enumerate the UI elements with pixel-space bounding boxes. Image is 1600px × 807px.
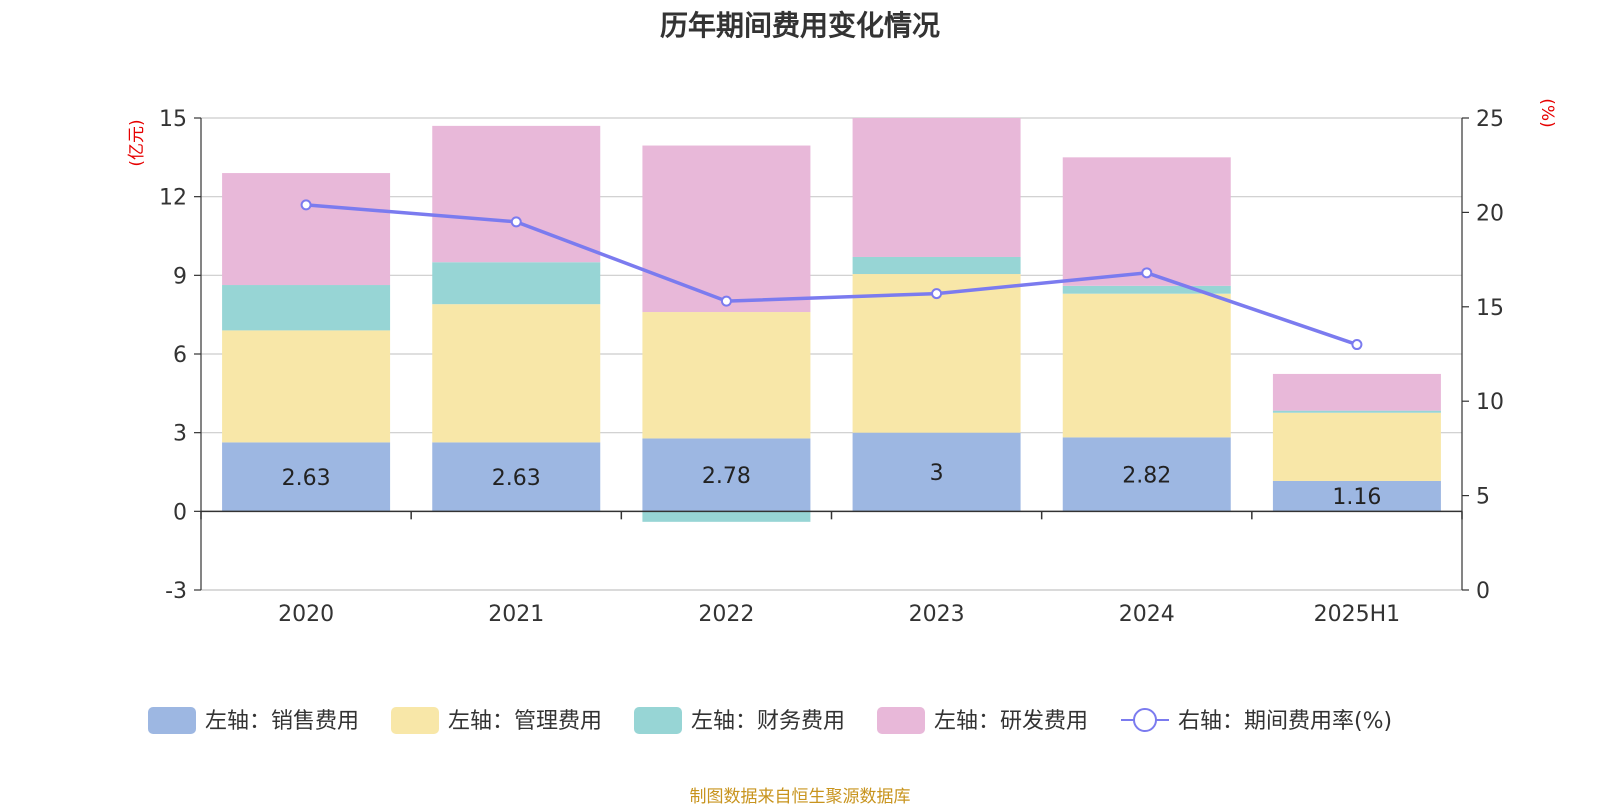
legend-label-series-1: 左轴：销售费用 bbox=[205, 709, 359, 734]
data-labels: 2.63 2.63 2.78 3 2.82 1.16 bbox=[282, 461, 1382, 510]
bar-2024-series-3 bbox=[1062, 285, 1231, 294]
rate-line-layer bbox=[300, 199, 1363, 351]
left-tick-label: 15 bbox=[159, 107, 187, 132]
bar-2020-series-2 bbox=[222, 330, 391, 443]
left-tick-label: 6 bbox=[173, 343, 187, 368]
left-tick-label: 12 bbox=[159, 186, 187, 211]
bar-layer bbox=[222, 118, 1441, 522]
bar-2020-series-4 bbox=[222, 173, 391, 286]
category-label: 2021 bbox=[488, 602, 544, 627]
bar-2023-series-2 bbox=[852, 274, 1021, 433]
rate-point bbox=[300, 199, 312, 211]
data-label: 2.63 bbox=[492, 466, 541, 491]
legend-swatch-series-4 bbox=[877, 707, 925, 734]
right-tick-label: 0 bbox=[1476, 579, 1490, 604]
bar-2022-series-2 bbox=[642, 312, 811, 439]
bar-2023-series-4 bbox=[852, 118, 1021, 257]
bar-2021-series-1 bbox=[432, 442, 601, 512]
left-tick-label: 0 bbox=[173, 500, 187, 525]
bar-2025H1-series-3 bbox=[1272, 410, 1441, 413]
category-label: 2020 bbox=[278, 602, 334, 627]
data-label: 1.16 bbox=[1332, 485, 1381, 510]
bar-2022-series-1 bbox=[642, 438, 811, 512]
bar-2021-series-2 bbox=[432, 304, 601, 443]
grid-lines bbox=[201, 117, 1462, 591]
category-label: 2023 bbox=[909, 602, 965, 627]
right-axis-title: (%) bbox=[1537, 98, 1557, 127]
legend-label-series-5: 右轴：期间费用率(%) bbox=[1178, 709, 1392, 734]
chart-title: 历年期间费用变化情况 bbox=[659, 9, 940, 42]
right-tick-label: 20 bbox=[1476, 201, 1504, 226]
bar-2020-series-1 bbox=[222, 442, 391, 512]
legend-swatch-series-3 bbox=[634, 707, 682, 734]
category-label: 2025H1 bbox=[1314, 602, 1401, 627]
bar-2024-series-2 bbox=[1062, 293, 1231, 438]
bar-2024-series-4 bbox=[1062, 157, 1231, 286]
rate-point bbox=[931, 288, 943, 300]
legend: 左轴：销售费用 左轴：管理费用 左轴：财务费用 左轴：研发费用 右轴：期间费用率(%) bbox=[148, 707, 1392, 734]
bar-2020-series-3 bbox=[222, 285, 391, 331]
legend-label-series-3: 左轴：财务费用 bbox=[691, 709, 845, 734]
rate-point bbox=[510, 216, 522, 228]
bar-2025H1-series-2 bbox=[1272, 412, 1441, 481]
bar-2025H1-series-4 bbox=[1272, 373, 1441, 411]
bar-2022-series-3 bbox=[642, 511, 811, 522]
bar-2021-series-4 bbox=[432, 125, 601, 263]
legend-swatch-series-1 bbox=[148, 707, 196, 734]
bar-2025H1-series-1 bbox=[1272, 480, 1441, 512]
right-tick-label: 15 bbox=[1476, 296, 1504, 321]
left-tick-label: -3 bbox=[165, 579, 187, 604]
source-note: 制图数据来自恒生聚源数据库 bbox=[689, 787, 911, 807]
axes: -3 0 3 6 9 12 15 0 5 10 15 20 25 (亿元) (%) 2020 2021 2022 2… bbox=[127, 98, 1557, 627]
bar-2024-series-1 bbox=[1062, 437, 1231, 512]
right-tick-label: 25 bbox=[1476, 107, 1504, 132]
data-label: 2.78 bbox=[702, 464, 751, 489]
bar-2021-series-3 bbox=[432, 262, 601, 305]
category-label: 2022 bbox=[698, 602, 754, 627]
rate-point bbox=[720, 295, 732, 307]
right-tick-label: 10 bbox=[1476, 390, 1504, 415]
left-tick-label: 3 bbox=[173, 422, 187, 447]
data-label: 2.63 bbox=[282, 466, 331, 491]
left-axis-title: (亿元) bbox=[127, 119, 147, 166]
left-tick-label: 9 bbox=[173, 264, 187, 289]
category-label: 2024 bbox=[1119, 602, 1175, 627]
bar-2023-series-3 bbox=[852, 256, 1021, 275]
rate-point bbox=[1351, 339, 1363, 351]
rate-line bbox=[305, 203, 1358, 347]
data-label: 2.82 bbox=[1122, 463, 1171, 488]
rate-point bbox=[1141, 267, 1153, 279]
right-tick-label: 5 bbox=[1476, 485, 1490, 510]
legend-label-series-4: 左轴：研发费用 bbox=[934, 709, 1088, 734]
bar-2022-series-4 bbox=[642, 145, 811, 313]
legend-line-marker bbox=[1133, 708, 1157, 732]
data-label: 3 bbox=[930, 461, 944, 486]
bar-2023-series-1 bbox=[852, 432, 1021, 512]
legend-swatch-series-2 bbox=[391, 707, 439, 734]
legend-label-series-2: 左轴：管理费用 bbox=[448, 709, 602, 734]
